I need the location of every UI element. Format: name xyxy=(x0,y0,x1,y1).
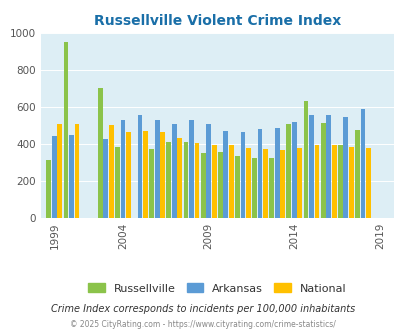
Bar xyxy=(120,120,125,218)
Bar xyxy=(137,115,142,218)
Bar xyxy=(326,115,330,218)
Bar xyxy=(234,156,239,218)
Bar xyxy=(75,124,79,218)
Bar xyxy=(274,128,279,218)
Bar xyxy=(360,109,364,218)
Bar xyxy=(245,148,250,218)
Bar xyxy=(189,120,194,218)
Bar xyxy=(354,130,359,218)
Bar xyxy=(240,132,245,218)
Bar xyxy=(183,142,188,218)
Bar xyxy=(279,150,284,218)
Text: © 2025 CityRating.com - https://www.cityrating.com/crime-statistics/: © 2025 CityRating.com - https://www.city… xyxy=(70,320,335,329)
Bar xyxy=(143,131,147,218)
Bar xyxy=(211,145,216,218)
Bar xyxy=(228,145,233,218)
Bar xyxy=(308,115,313,218)
Bar xyxy=(257,129,262,218)
Bar xyxy=(109,125,113,218)
Bar xyxy=(223,131,228,218)
Bar xyxy=(365,148,370,218)
Bar xyxy=(166,142,171,218)
Bar xyxy=(115,147,119,218)
Bar xyxy=(269,158,273,218)
Bar xyxy=(52,136,57,218)
Bar xyxy=(149,149,154,218)
Bar xyxy=(200,153,205,218)
Bar xyxy=(291,122,296,218)
Bar xyxy=(331,145,336,218)
Legend: Russellville, Arkansas, National: Russellville, Arkansas, National xyxy=(83,279,350,298)
Bar xyxy=(177,138,182,218)
Bar xyxy=(314,145,319,218)
Bar xyxy=(69,135,74,218)
Bar xyxy=(252,158,256,218)
Bar xyxy=(262,148,267,218)
Bar xyxy=(46,160,51,218)
Bar xyxy=(154,120,159,218)
Bar xyxy=(160,132,165,218)
Bar xyxy=(348,147,353,218)
Bar xyxy=(98,88,102,218)
Bar xyxy=(343,117,347,218)
Bar xyxy=(194,143,199,218)
Bar xyxy=(217,152,222,218)
Bar xyxy=(57,123,62,218)
Bar xyxy=(303,101,308,218)
Text: Crime Index corresponds to incidents per 100,000 inhabitants: Crime Index corresponds to incidents per… xyxy=(51,304,354,314)
Bar xyxy=(126,132,130,218)
Bar xyxy=(297,148,301,218)
Title: Russellville Violent Crime Index: Russellville Violent Crime Index xyxy=(94,14,340,28)
Bar xyxy=(206,123,211,218)
Bar xyxy=(320,123,325,218)
Bar xyxy=(172,124,176,218)
Bar xyxy=(64,42,68,218)
Bar xyxy=(337,145,342,218)
Bar xyxy=(286,123,290,218)
Bar xyxy=(103,139,108,218)
